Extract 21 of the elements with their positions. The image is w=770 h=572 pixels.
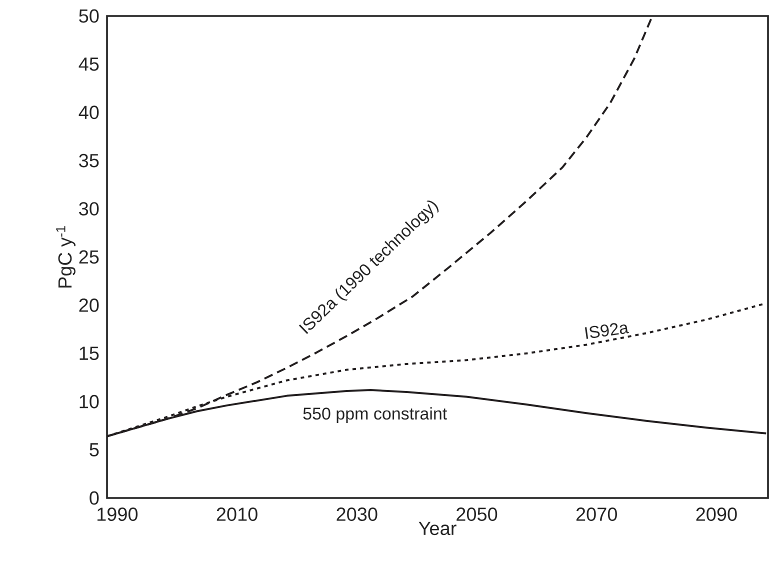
x-tick-label: 1990: [98, 508, 138, 521]
y-tick-label: 10: [80, 394, 99, 408]
y-tick-label: 50: [79, 9, 99, 23]
y-axis-title: PgC y$^{-1}$: [56, 226, 76, 288]
y-tick-label: 35: [79, 154, 99, 168]
annotation: IS92a: [584, 323, 630, 339]
y-tick-label: 40: [78, 106, 99, 120]
y-tick-label: 25: [79, 250, 99, 264]
annotation: 550 ppm constraint: [303, 407, 448, 424]
x-tick-label: 2010: [216, 508, 258, 521]
x-tick-label: 2070: [576, 508, 617, 521]
x-tick-label: 2030: [336, 508, 378, 521]
y-tick-label: 5: [90, 443, 99, 456]
y-tick-label: 15: [80, 346, 99, 360]
y-tick-label: 20: [79, 298, 99, 312]
y-tick-label: 30: [79, 202, 99, 216]
y-tick-label: 45: [78, 58, 99, 71]
x-tick-label: 2090: [696, 508, 737, 521]
y-tick-label: 0: [90, 491, 99, 505]
x-axis-title: Year: [418, 522, 456, 536]
x-tick-label: 2050: [456, 508, 498, 521]
